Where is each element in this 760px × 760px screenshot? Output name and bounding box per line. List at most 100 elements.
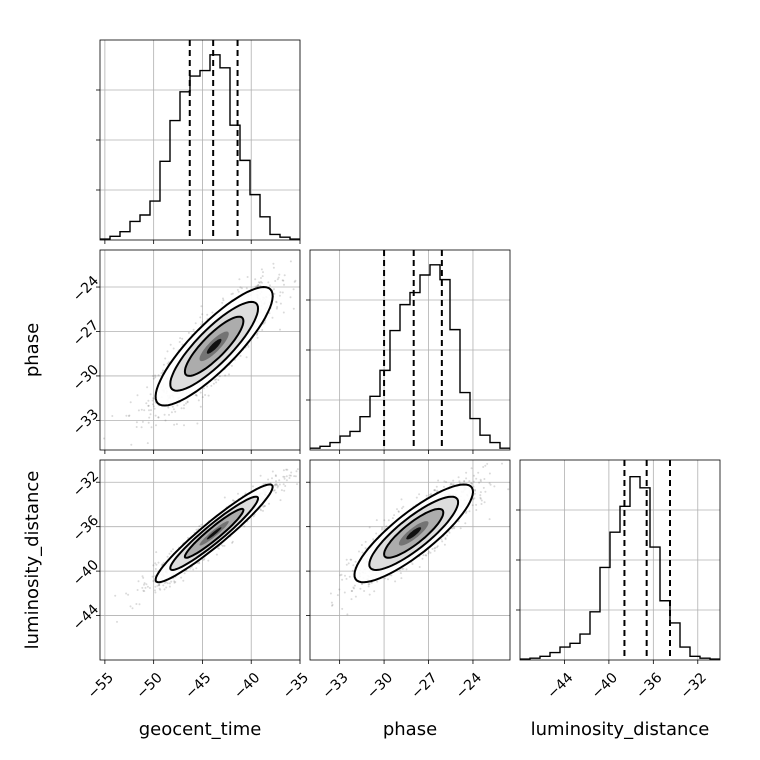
xtick-label-luminosity_distance: −36 [633,670,665,702]
scatter-point [336,594,339,597]
scatter-point [443,480,446,483]
scatter-point [152,375,155,377]
scatter-point [143,583,145,586]
scatter-point [153,407,156,410]
scatter-point [473,492,476,495]
scatter-point [135,603,138,605]
scatter-point [331,604,333,607]
scatter-point [261,275,264,278]
scatter-point [381,528,383,531]
scatter-point [415,496,418,499]
scatter-point [186,400,189,403]
scatter-point [148,416,151,419]
scatter-point [181,343,184,346]
scatter-point [367,583,370,586]
scatter-point [473,497,476,500]
scatter-point [218,375,221,378]
scatter-point [148,409,150,412]
scatter-point [296,483,298,486]
scatter-point [484,490,487,493]
scatter-point [258,281,261,284]
scatter-point [238,278,241,281]
scatter-point [111,415,114,417]
scatter-point [152,405,155,408]
scatter-point [210,384,213,387]
scatter-point [278,273,281,276]
ytick-label-luminosity_distance: −44 [70,601,102,633]
scatter-point [468,510,471,513]
ytick-label-luminosity_distance: −40 [70,557,102,589]
scatter-point [459,527,462,530]
scatter-point [159,588,162,591]
scatter-point [281,279,284,282]
scatter-point [367,585,370,588]
scatter-point [289,296,292,299]
scatter-point [435,485,438,488]
scatter-point [353,584,356,587]
scatter-point [236,288,239,291]
scatter-point [200,323,203,326]
scatter-point [351,590,354,592]
scatter-point [464,522,467,525]
histogram-phase [310,264,510,449]
scatter-point [137,580,140,583]
scatter-point [146,442,149,445]
scatter-point [231,292,234,295]
scatter-point [216,547,219,549]
scatter-point [443,485,445,488]
scatter-point [140,408,143,411]
xtick-label-geocent_time: −35 [280,670,312,702]
scatter-point [178,341,181,343]
scatter-point [262,505,265,508]
scatter-point [154,585,157,588]
scatter-point [239,354,242,357]
scatter-point [202,558,205,561]
scatter-point [232,499,235,502]
scatter-point [152,564,155,567]
scatter-point [474,489,476,492]
scatter-point [340,573,343,576]
scatter-point [272,266,275,269]
scatter-panel-phase-luminosity_distance [306,459,511,664]
scatter-point [397,510,400,513]
scatter-point [183,572,186,575]
scatter-point [163,413,166,416]
scatter-point [330,601,333,604]
scatter-point [405,568,408,571]
scatter-point [173,423,176,426]
density-core [406,527,422,540]
scatter-point [131,607,134,610]
scatter-point [189,567,192,570]
scatter-point [194,322,197,325]
scatter-point [272,489,275,492]
scatter-point [260,268,263,271]
scatter-point [288,477,291,479]
ytick-label-phase: −30 [70,362,102,394]
scatter-point [223,496,226,499]
scatter-point [449,483,452,486]
scatter-point [284,485,287,487]
scatter-point [199,391,202,394]
contour-line [353,483,475,584]
scatter-point [278,294,281,297]
scatter-point [296,468,299,471]
scatter-point [173,580,176,583]
scatter-point [156,584,159,587]
scatter-point [475,477,478,480]
scatter-point [135,426,138,428]
scatter-point [289,260,292,263]
scatter-point [103,437,106,440]
scatter-point [376,580,379,583]
scatter-point [282,311,285,314]
scatter-point [282,279,285,282]
scatter-point [201,313,204,316]
scatter-point [116,620,118,623]
scatter-point [244,492,247,495]
scatter-point [231,541,234,544]
xlabel-geocent-time: geocent_time [139,719,262,740]
scatter-point [283,489,286,492]
scatter-point [293,280,296,283]
scatter-point [277,276,280,279]
scatter-point [282,483,285,486]
scatter-point [151,575,154,578]
